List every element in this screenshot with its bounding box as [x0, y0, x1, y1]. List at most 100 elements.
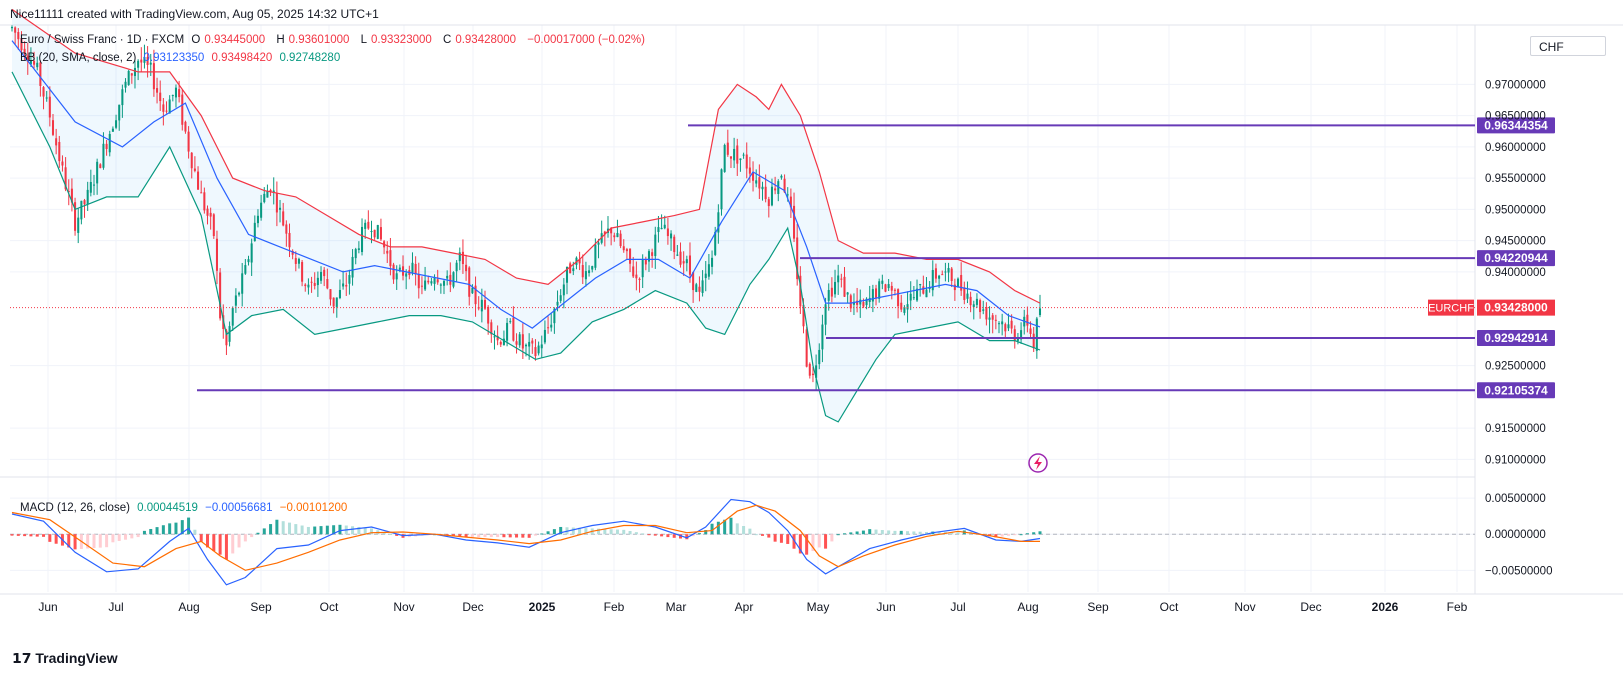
candle-body	[742, 154, 745, 156]
candle	[326, 268, 329, 290]
macd-histogram-bar	[660, 534, 664, 537]
macd-hist-value: 0.00044519	[137, 502, 198, 514]
macd-histogram-bar	[508, 534, 512, 538]
candle	[1004, 322, 1007, 338]
candle-body	[688, 255, 692, 275]
candle	[483, 290, 487, 311]
macd-histogram-bar	[1006, 534, 1010, 536]
candle-body	[793, 205, 796, 239]
symbol-badge	[1428, 299, 1474, 316]
candle-body	[509, 321, 512, 323]
candle-body	[638, 278, 641, 280]
candle	[865, 297, 868, 310]
candle	[1020, 322, 1023, 344]
macd-histogram-bar	[294, 524, 298, 535]
candle-body	[80, 200, 83, 220]
candle	[335, 297, 338, 318]
candle-body	[461, 251, 464, 265]
currency-selector[interactable]: CHF	[1530, 36, 1606, 56]
candle-body	[550, 324, 553, 328]
candle-body	[947, 267, 950, 273]
credit-line: Nice11111 created with TradingView.com, …	[10, 7, 379, 21]
candle-body	[723, 145, 726, 172]
macd-histogram-bar	[149, 528, 153, 535]
candle	[395, 265, 398, 290]
candle	[723, 143, 726, 173]
macd-histogram-bar	[357, 526, 361, 535]
level-badge-1	[1477, 250, 1555, 267]
macd-histogram-bar	[250, 534, 254, 538]
macd-histogram-bar	[1025, 533, 1029, 535]
candle	[414, 256, 417, 286]
macd-label[interactable]: MACD (12, 26, close)	[20, 502, 130, 514]
candle-body	[335, 297, 338, 307]
macd-histogram-bar	[527, 534, 531, 538]
candle	[493, 330, 496, 350]
macd-line	[11, 498, 1041, 586]
candle-body	[764, 186, 767, 200]
macd-histogram-bar	[168, 523, 172, 535]
macd-histogram-bar	[956, 532, 960, 535]
candle-body	[96, 161, 99, 184]
time-tick-label: Feb	[1447, 600, 1468, 614]
candle-body	[77, 217, 80, 233]
candle	[502, 330, 505, 346]
macd-histogram-bar	[716, 521, 720, 535]
candle-body	[420, 285, 423, 287]
candle-body	[644, 259, 647, 265]
candle-body	[269, 189, 272, 192]
candle-body	[707, 264, 710, 277]
horizontal-levels[interactable]: 0.96344354 0.94220944 0.92942914 0.92105374…	[10, 117, 1555, 399]
candle-body	[89, 182, 92, 193]
candle	[581, 254, 584, 285]
time-tick-label: 2026	[1372, 600, 1399, 614]
macd-histogram-bar	[42, 534, 46, 537]
candle-body	[14, 27, 17, 33]
bb-label[interactable]: BB (20, SMA, close, 2)	[20, 52, 137, 64]
candle	[745, 142, 748, 179]
candle	[717, 204, 720, 244]
macd-histogram-bar	[918, 531, 922, 535]
macd-histogram-bar	[388, 534, 392, 536]
macd-histogram-bar	[243, 534, 247, 542]
brand-logo[interactable]: 𝟭𝟳 TradingView	[12, 650, 118, 667]
candle-body	[200, 192, 203, 194]
candle	[156, 77, 159, 104]
candle-body	[748, 167, 751, 174]
macd-tick-label: −0.00500000	[1485, 565, 1552, 577]
candle-body	[774, 188, 777, 191]
macd-histogram-bar	[761, 534, 765, 536]
time-tick-label: Feb	[604, 600, 625, 614]
candle-body	[903, 307, 906, 313]
candle-body	[304, 284, 307, 287]
candle	[701, 270, 704, 297]
macd-histogram-bar	[29, 534, 33, 537]
candle	[922, 275, 925, 295]
candle-body	[594, 244, 597, 268]
candle	[818, 343, 821, 370]
bb-legend: BB (20, SMA, close, 2) 0.93123350 0.9349…	[20, 52, 344, 64]
candle-body	[468, 267, 471, 297]
macd-histogram-bar	[578, 527, 582, 535]
macd-histogram-bar	[23, 534, 27, 537]
candle	[373, 229, 376, 240]
candle	[834, 269, 837, 298]
macd-histogram-bar	[464, 534, 468, 538]
candle	[521, 323, 524, 359]
macd-histogram-bar	[1000, 534, 1004, 537]
candle-body	[843, 276, 846, 297]
candle	[972, 300, 975, 320]
candle-body	[471, 287, 474, 294]
macd-histogram-bar	[723, 519, 727, 535]
symbol-description[interactable]: Euro / Swiss Franc · 1D · FXCM	[20, 34, 185, 46]
time-tick-label: Aug	[178, 600, 199, 614]
candle	[947, 262, 950, 283]
candle	[455, 260, 458, 283]
flash-icon[interactable]	[1028, 453, 1048, 473]
candle	[736, 138, 739, 176]
candle	[474, 276, 477, 317]
price-tick-label: 0.95000000	[1485, 204, 1546, 216]
candle	[174, 84, 178, 108]
level-label-2: 0.92942914	[1484, 331, 1548, 345]
macd-histogram-bar	[155, 527, 159, 535]
